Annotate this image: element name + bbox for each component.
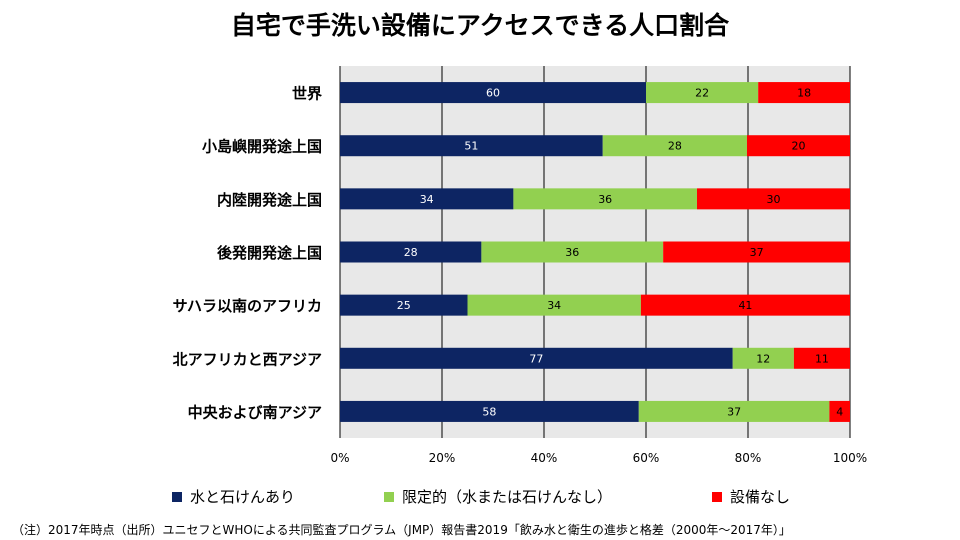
x-tick-label: 20% xyxy=(429,451,456,465)
data-label: 22 xyxy=(695,87,709,100)
data-label: 51 xyxy=(464,140,478,153)
data-label: 58 xyxy=(482,405,496,418)
bar-segment xyxy=(829,400,850,422)
category-label: 後発開発途上国 xyxy=(216,244,322,262)
legend-item-none: 設備なし xyxy=(712,486,790,507)
bar-segment xyxy=(340,347,733,369)
bar-segment xyxy=(646,82,759,104)
bar-segment xyxy=(513,188,697,210)
data-label: 12 xyxy=(756,352,770,365)
legend-label-basic: 水と石けんあり xyxy=(190,488,296,506)
bar-segment xyxy=(340,135,603,157)
bar-segment xyxy=(663,241,850,263)
bar-segment xyxy=(697,188,850,210)
legend-label-limited: 限定的（水または石けんなし） xyxy=(402,488,613,506)
bar-segment xyxy=(793,347,850,369)
bar-segment xyxy=(340,188,514,210)
bar-segment xyxy=(638,400,830,422)
bar-segment xyxy=(340,82,646,104)
data-label: 41 xyxy=(738,299,752,312)
data-label: 18 xyxy=(797,87,811,100)
legend-swatch-basic xyxy=(172,491,182,502)
legend-item-basic: 水と石けんあり xyxy=(172,486,295,507)
bar-segment xyxy=(758,82,850,104)
data-label: 11 xyxy=(815,352,829,365)
data-label: 28 xyxy=(404,246,418,259)
data-label: 37 xyxy=(727,405,741,418)
data-label: 28 xyxy=(668,140,682,153)
footnote: （注）2017年時点（出所）ユニセフとWHOによる共同監査プログラム（JMP）報… xyxy=(12,523,791,537)
legend-swatch-limited xyxy=(384,491,394,502)
data-label: 77 xyxy=(529,352,543,365)
x-tick-label: 60% xyxy=(633,451,660,465)
data-label: 4 xyxy=(836,405,843,418)
category-label: 世界 xyxy=(292,85,322,103)
chart-title: 自宅で手洗い設備にアクセスできる人口割合 xyxy=(230,11,730,40)
data-label: 25 xyxy=(397,299,411,312)
data-label: 20 xyxy=(791,140,805,153)
data-label: 30 xyxy=(767,193,781,206)
bar-segment xyxy=(640,294,850,316)
legend: 水と石けんあり 限定的（水または石けんなし） 設備なし xyxy=(172,486,872,506)
bar-segment xyxy=(467,294,641,316)
data-label: 36 xyxy=(598,193,612,206)
data-label: 34 xyxy=(420,193,434,206)
bar-segment xyxy=(746,135,850,157)
legend-swatch-none xyxy=(712,491,722,502)
category-label: 北アフリカと西アジア xyxy=(173,350,322,368)
x-tick-label: 100% xyxy=(833,451,867,465)
x-tick-label: 40% xyxy=(531,451,558,465)
category-label: 内陸開発途上国 xyxy=(217,191,322,209)
bar-segment xyxy=(481,241,664,263)
data-label: 34 xyxy=(547,299,561,312)
x-tick-label: 80% xyxy=(735,451,762,465)
bar-segment xyxy=(340,400,639,422)
category-label: 中央および南アジア xyxy=(188,403,322,421)
category-label: 小島嶼開発途上国 xyxy=(202,138,322,156)
legend-item-limited: 限定的（水または石けんなし） xyxy=(384,486,612,507)
bar-segment xyxy=(602,135,747,157)
data-label: 60 xyxy=(486,87,500,100)
category-label: サハラ以南のアフリカ xyxy=(173,297,322,315)
bar-segment xyxy=(340,241,482,263)
legend-label-none: 設備なし xyxy=(730,488,791,506)
bar-segment xyxy=(340,294,468,316)
bar-segment xyxy=(732,347,794,369)
x-tick-label: 0% xyxy=(330,451,349,465)
data-label: 37 xyxy=(750,246,764,259)
data-label: 36 xyxy=(565,246,579,259)
